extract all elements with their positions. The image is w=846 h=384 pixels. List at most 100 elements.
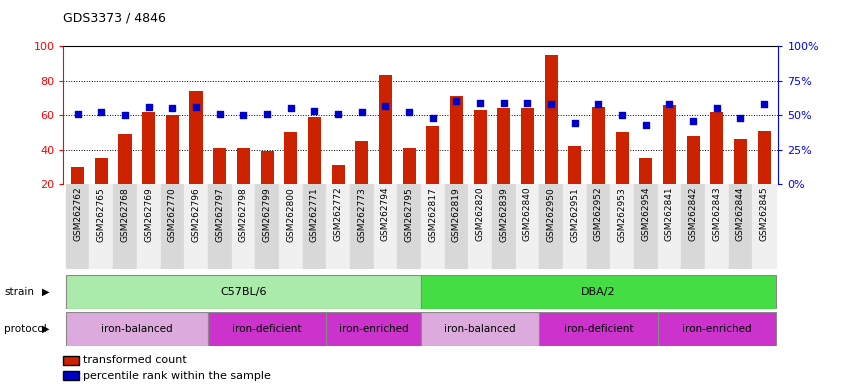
Point [473,100,486,106]
Text: GSM262843: GSM262843 [712,187,722,242]
Bar [420,275,776,309]
Bar [592,107,605,184]
Point [449,98,463,104]
Text: protocol: protocol [4,324,47,334]
Bar [208,184,232,269]
Point [497,100,510,106]
Point [710,105,723,111]
Bar [66,184,90,269]
Text: GSM262795: GSM262795 [404,187,414,242]
Point [757,101,771,107]
Text: GSM262820: GSM262820 [475,187,485,242]
Point [261,111,274,117]
Bar [634,184,657,269]
Text: iron-deficient: iron-deficient [233,324,302,334]
Point [591,101,605,107]
Bar [255,184,279,269]
Bar [303,184,327,269]
Bar [752,184,776,269]
Bar [350,184,374,269]
Point [166,105,179,111]
Bar [327,184,350,269]
Text: iron-balanced: iron-balanced [444,324,516,334]
Bar [563,184,586,269]
Bar [327,312,420,346]
Bar [237,148,250,184]
Text: GSM262840: GSM262840 [523,187,532,242]
Bar [420,184,444,269]
Bar [90,184,113,269]
Bar [403,148,415,184]
Point [237,112,250,118]
Bar [521,108,534,184]
Bar [497,108,510,184]
Bar [586,184,610,269]
Text: GSM262819: GSM262819 [452,187,461,242]
Text: GSM262765: GSM262765 [96,187,106,242]
Text: GSM262800: GSM262800 [286,187,295,242]
Text: GSM262768: GSM262768 [120,187,129,242]
Text: GSM262952: GSM262952 [594,187,603,242]
Point [403,109,416,116]
Point [639,122,652,128]
Text: iron-balanced: iron-balanced [101,324,173,334]
Bar [610,184,634,269]
Bar [681,184,705,269]
Bar [66,275,420,309]
Point [332,111,345,117]
Bar [687,136,700,184]
Bar [137,184,161,269]
Point [544,101,558,107]
Text: GSM262951: GSM262951 [570,187,580,242]
Text: percentile rank within the sample: percentile rank within the sample [83,371,271,381]
Point [426,115,439,121]
Bar [474,110,486,184]
Bar [208,312,327,346]
Bar [492,184,515,269]
Text: GSM262845: GSM262845 [760,187,769,242]
Bar [66,312,208,346]
Text: GSM262797: GSM262797 [215,187,224,242]
Point [520,100,534,106]
Bar [113,184,137,269]
Text: GSM262953: GSM262953 [618,187,627,242]
Text: GSM262773: GSM262773 [357,187,366,242]
Point [308,108,321,114]
Text: GSM262769: GSM262769 [144,187,153,242]
Bar [95,158,107,184]
Text: GSM262954: GSM262954 [641,187,651,242]
Bar [515,184,539,269]
Bar [468,184,492,269]
Bar [734,139,747,184]
Point [568,121,581,127]
Bar [539,184,563,269]
Text: GSM262799: GSM262799 [262,187,272,242]
Bar [161,184,184,269]
Text: strain: strain [4,287,34,297]
Bar [539,312,657,346]
Bar [640,158,652,184]
Bar [166,115,179,184]
Point [142,104,156,110]
Bar [657,312,776,346]
Bar [142,112,155,184]
Text: transformed count: transformed count [83,355,187,365]
Text: GSM262762: GSM262762 [73,187,82,242]
Bar [444,184,468,269]
Bar [190,91,202,184]
Bar [426,126,439,184]
Bar [71,167,84,184]
Point [355,109,369,116]
Point [284,105,298,111]
Bar [279,184,303,269]
Bar [184,184,208,269]
Point [733,115,747,121]
Bar [213,148,226,184]
Point [95,109,108,116]
Point [190,104,203,110]
Bar [616,132,629,184]
Bar [420,312,539,346]
Point [213,111,227,117]
Bar [711,112,723,184]
Bar [545,55,558,184]
